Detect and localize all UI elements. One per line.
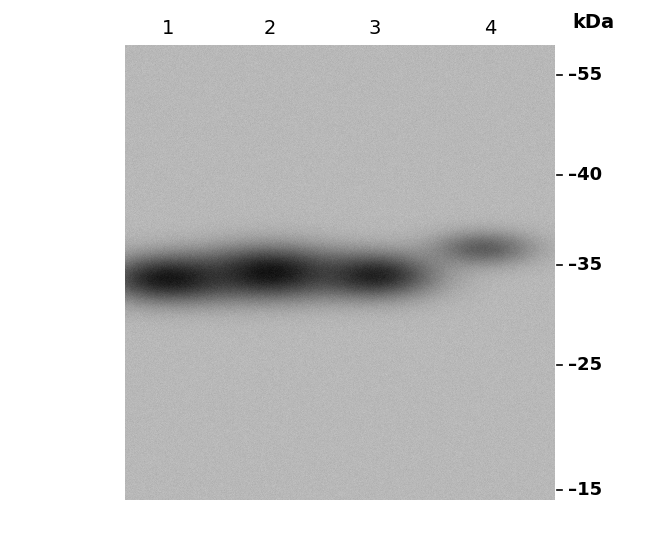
Text: 4: 4 [484,19,496,37]
Bar [125,45,555,500]
Text: –15: –15 [568,481,602,499]
Text: –25: –25 [568,356,602,374]
Text: 3: 3 [369,19,381,37]
Text: –40: –40 [568,166,602,184]
Text: –55: –55 [568,66,602,84]
Text: –35: –35 [568,256,602,274]
Text: 2: 2 [264,19,276,37]
Text: kDa: kDa [572,12,614,32]
Text: 1: 1 [162,19,174,37]
